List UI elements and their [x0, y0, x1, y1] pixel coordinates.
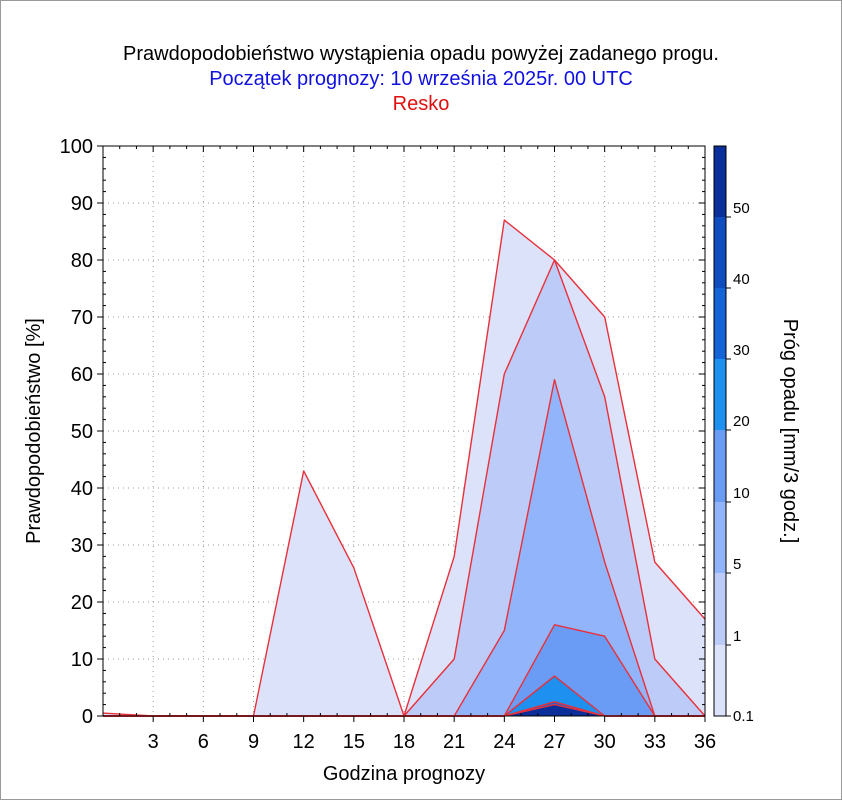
x-tick-label: 27: [543, 731, 565, 753]
station-name: Resko: [392, 93, 450, 115]
x-tick-label: 21: [443, 731, 465, 753]
colorbar-label: Próg opadu [mm/3 godz.]: [779, 319, 801, 544]
y-tick-label: 90: [71, 193, 93, 215]
x-tick-label: 3: [148, 731, 159, 753]
colorbar-tick-label: 10: [733, 485, 750, 502]
y-axis-label: Prawdopodobieństwo [%]: [23, 318, 45, 544]
x-tick-label: 24: [493, 731, 515, 753]
colorbar-frame: [713, 145, 727, 717]
x-tick-label: 36: [694, 731, 716, 753]
colorbar-tick-label: 30: [733, 342, 750, 359]
x-tick-label: 15: [343, 731, 365, 753]
y-tick-label: 20: [71, 592, 93, 614]
x-tick-label: 6: [198, 731, 209, 753]
colorbar-segment: [714, 359, 726, 430]
colorbar-tick-label: 1: [733, 628, 741, 645]
colorbar-segment: [714, 146, 726, 217]
y-tick-label: 60: [71, 364, 93, 386]
y-tick-label: 100: [60, 136, 93, 158]
colorbar-segment: [714, 288, 726, 359]
colorbar-segment: [714, 645, 726, 716]
x-tick-label: 9: [248, 731, 259, 753]
x-tick-label: 33: [644, 731, 666, 753]
colorbar-segment: [714, 217, 726, 288]
y-tick-label: 80: [71, 250, 93, 272]
x-tick-label: 30: [594, 731, 616, 753]
y-tick-label: 50: [71, 421, 93, 443]
colorbar-segment: [714, 573, 726, 645]
colorbar-tick-label: 0.1: [733, 708, 754, 725]
y-tick-label: 40: [71, 478, 93, 500]
chart-title: Prawdopodobieństwo wystąpienia opadu pow…: [123, 43, 719, 65]
y-tick-label: 10: [71, 649, 93, 671]
colorbar-segment: [714, 502, 726, 573]
colorbar-segment: [714, 430, 726, 502]
y-tick-label: 0: [82, 706, 93, 728]
x-tick-label: 12: [293, 731, 315, 753]
colorbar-tick-label: 20: [733, 413, 750, 430]
area-threshold-50: [103, 704, 705, 716]
y-tick-label: 30: [71, 535, 93, 557]
colorbar-tick-label: 5: [733, 556, 741, 573]
colorbar-tick-label: 40: [733, 271, 750, 288]
x-axis-label: Godzina prognozy: [323, 763, 485, 785]
y-tick-label: 70: [71, 307, 93, 329]
forecast-start-subtitle: Początek prognozy: 10 września 2025r. 00…: [209, 68, 633, 90]
x-tick-label: 18: [393, 731, 415, 753]
colorbar-tick-label: 50: [733, 200, 750, 217]
